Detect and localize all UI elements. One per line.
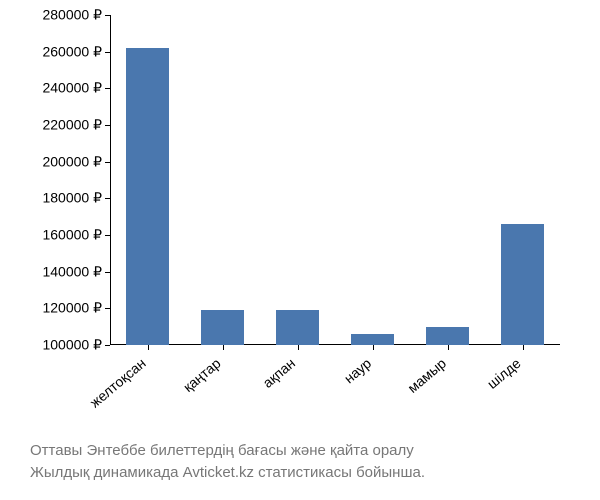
bar (351, 334, 395, 345)
caption-line-2: Жылдық динамикада Avticket.kz статистика… (30, 462, 590, 484)
y-tick-mark (105, 52, 110, 53)
bar (501, 224, 545, 345)
bar (126, 48, 170, 345)
y-tick-label: 220000 ₽ (42, 117, 102, 134)
y-tick-label: 180000 ₽ (42, 190, 102, 207)
y-tick-label: 240000 ₽ (42, 80, 102, 97)
y-tick-label: 160000 ₽ (42, 227, 102, 244)
bar (426, 327, 470, 345)
chart-container: 100000 ₽ 120000 ₽ 140000 ₽ 160000 ₽ 180000 ₽… (0, 0, 600, 500)
y-tick-mark (105, 272, 110, 273)
y-axis-line (110, 15, 111, 345)
y-tick-label: 120000 ₽ (42, 300, 102, 317)
y-tick-mark (105, 88, 110, 89)
y-tick-mark (105, 15, 110, 16)
x-tick-label: наур (340, 355, 373, 387)
y-tick-mark (105, 162, 110, 163)
y-axis: 100000 ₽120000 ₽140000 ₽160000 ₽180000 ₽… (0, 15, 110, 345)
bar (276, 310, 320, 345)
plot-area (110, 15, 560, 345)
y-tick-label: 260000 ₽ (42, 43, 102, 60)
y-tick-label: 140000 ₽ (42, 263, 102, 280)
y-tick-label: 200000 ₽ (42, 153, 102, 170)
x-axis: желтоқсанқаңтарақпаннаурмамыршілде (110, 345, 560, 425)
x-tick-label: қаңтар (180, 355, 224, 395)
x-tick-label: ақпан (260, 355, 299, 391)
y-tick-mark (105, 308, 110, 309)
y-tick-mark (105, 198, 110, 199)
x-tick-label: желтоқсан (87, 355, 149, 411)
y-tick-label: 280000 ₽ (42, 7, 102, 24)
x-tick-label: шілде (484, 355, 524, 392)
chart-caption: Оттавы Энтеббе билеттердің бағасы және қ… (30, 440, 590, 484)
y-tick-label: 100000 ₽ (42, 337, 102, 354)
bar (201, 310, 245, 345)
caption-line-1: Оттавы Энтеббе билеттердің бағасы және қ… (30, 440, 590, 462)
y-tick-mark (105, 125, 110, 126)
y-tick-mark (105, 235, 110, 236)
x-tick-label: мамыр (404, 355, 449, 396)
